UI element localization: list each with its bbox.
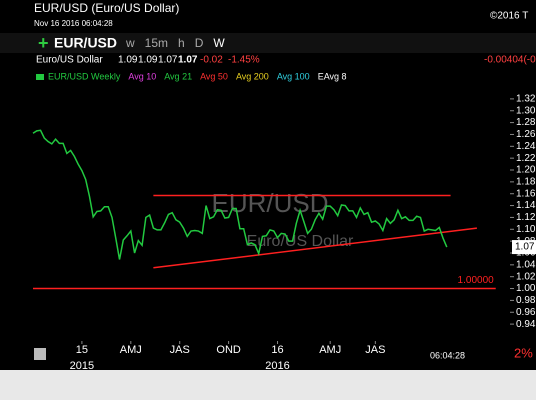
- legend-entry: Avg 10: [128, 71, 156, 81]
- y-tick-label: 1.26: [516, 129, 536, 140]
- interval[interactable]: W: [213, 36, 225, 50]
- quote-low: 1.07: [158, 55, 178, 66]
- x-tick-label: JAS: [170, 344, 190, 356]
- line-label: 1.00000: [458, 275, 495, 286]
- legend-entry: Avg 200: [236, 71, 269, 81]
- symbol[interactable]: EUR/USD: [54, 35, 117, 51]
- y-tick-label: 1.00: [516, 283, 536, 294]
- title-bar: [0, 0, 536, 32]
- quote-change-pct: -1.45%: [228, 55, 260, 66]
- interval[interactable]: h: [178, 36, 185, 50]
- y-tick-label: 1.20: [516, 165, 536, 176]
- y-tick-label: 1.04: [516, 259, 536, 270]
- legend-entry: Avg 100: [277, 71, 310, 81]
- legend-swatch: [36, 74, 44, 80]
- quote-change: -0.02: [200, 55, 223, 66]
- y-tick-label: 1.12: [516, 212, 536, 223]
- copyright: ©2016 T: [490, 11, 528, 22]
- legend-entry: EAvg 8: [318, 71, 347, 81]
- quote-net: -0.00404(-0.: [484, 55, 536, 66]
- x-tick-label: OND: [216, 344, 241, 356]
- price-box: [512, 240, 536, 255]
- price-box-label: 1.07: [515, 242, 535, 253]
- y-tick-label: 1.30: [516, 105, 536, 116]
- x-tick-label: 16: [271, 344, 283, 356]
- y-tick-label: 0.94: [516, 319, 536, 330]
- quote-name: Euro/US Dollar: [36, 55, 103, 66]
- time-label: 06:04:28: [430, 350, 465, 360]
- price-line: [32, 129, 448, 260]
- y-tick-label: 1.14: [516, 200, 536, 211]
- refresh-icon[interactable]: [34, 348, 46, 360]
- y-tick-label: 1.02: [516, 271, 536, 282]
- y-tick-label: 1.24: [516, 141, 536, 152]
- interval[interactable]: 15m: [145, 36, 168, 50]
- y-tick-label: 1.18: [516, 177, 536, 188]
- zoom: 2%: [514, 345, 533, 360]
- quote-open: 1.09: [118, 55, 138, 66]
- x-year-label: 2015: [70, 360, 94, 372]
- legend-entry: EUR/USD Weekly: [48, 71, 121, 81]
- quote-last: 1.07: [178, 55, 198, 66]
- timestamp: Nov 16 2016 06:04:28: [34, 19, 113, 28]
- y-tick-label: 0.96: [516, 307, 536, 318]
- trend-line: [153, 227, 477, 269]
- toolbar: [0, 33, 536, 53]
- quote-high: 1.09: [138, 55, 158, 66]
- y-tick-label: 1.28: [516, 117, 536, 128]
- status-bar: [0, 370, 536, 400]
- x-tick-label: JAS: [365, 344, 385, 356]
- x-tick-label: AMJ: [319, 344, 341, 356]
- y-tick-label: 0.98: [516, 295, 536, 306]
- x-tick-label: 15: [76, 344, 88, 356]
- y-tick-label: 1.32: [516, 94, 536, 105]
- y-tick-label: 1.10: [516, 224, 536, 235]
- y-tick-label: 1.22: [516, 153, 536, 164]
- interval[interactable]: D: [195, 36, 204, 50]
- add-button[interactable]: +: [38, 33, 49, 53]
- legend-entry: Avg 50: [200, 71, 228, 81]
- x-year-label: 2016: [265, 360, 289, 372]
- watermark-symbol: EUR/USD: [211, 188, 328, 218]
- legend-entry: Avg 21: [164, 71, 192, 81]
- x-tick-label: AMJ: [120, 344, 142, 356]
- y-tick-label: 1.16: [516, 188, 536, 199]
- interval[interactable]: w: [125, 36, 135, 50]
- window-title: EUR/USD (Euro/US Dollar): [34, 1, 179, 15]
